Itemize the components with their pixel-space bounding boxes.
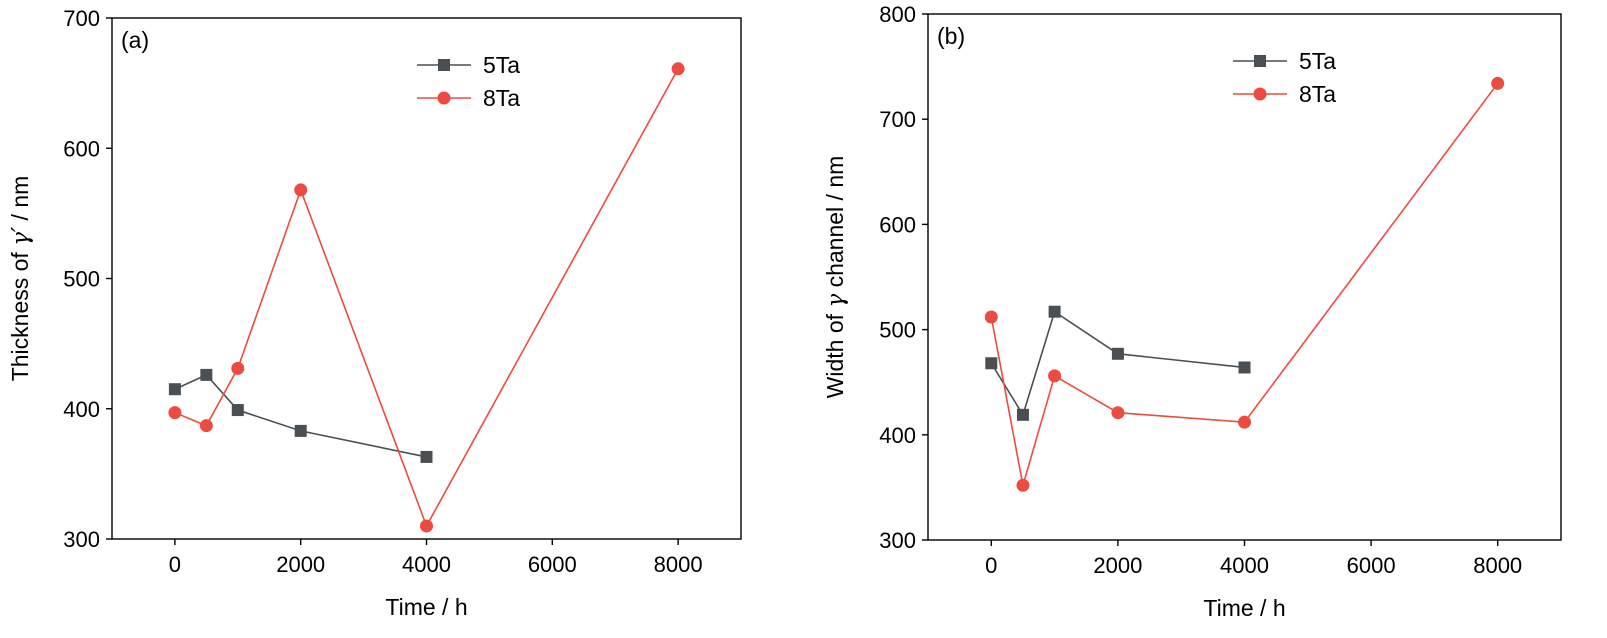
legend-label: 5Ta	[1299, 48, 1336, 74]
gamma-symbol: γ′	[8, 226, 34, 246]
y-tick-label: 600	[63, 136, 100, 161]
panel-label: (b)	[937, 23, 965, 49]
y-axis-label-part: channel / nm	[822, 156, 848, 294]
x-tick-label: 6000	[528, 552, 577, 577]
series-8Ta	[168, 62, 685, 533]
data-point-8Ta	[1111, 406, 1125, 420]
legend-item-5Ta: 5Ta	[1233, 48, 1336, 74]
y-tick-label: 800	[879, 2, 916, 27]
legend-label: 5Ta	[483, 52, 520, 78]
legend-label: 8Ta	[1299, 81, 1336, 107]
plot-frame	[927, 13, 1562, 541]
legend-item-5Ta: 5Ta	[417, 52, 520, 78]
data-point-5Ta	[294, 424, 307, 437]
data-point-5Ta	[985, 357, 998, 370]
x-tick-label: 6000	[1347, 553, 1396, 578]
data-point-8Ta	[294, 183, 308, 197]
data-point-8Ta	[420, 519, 433, 533]
data-point-5Ta	[200, 368, 213, 381]
legend-item-8Ta: 8Ta	[417, 85, 520, 111]
x-tick-label: 0	[169, 552, 181, 577]
x-tick-label: 8000	[1473, 553, 1522, 578]
legend-item-8Ta: 8Ta	[1233, 81, 1336, 107]
series-line-5Ta	[174, 373, 427, 458]
x-axis-label: Time / h	[1203, 595, 1285, 621]
gamma-symbol: γ	[823, 294, 849, 308]
x-axis-label: Time / h	[385, 594, 467, 620]
series-8Ta	[984, 76, 1505, 492]
x-tick-label: 4000	[1220, 553, 1269, 578]
y-tick-label: 500	[879, 318, 916, 343]
legend-marker	[438, 59, 450, 71]
data-point-5Ta	[1048, 305, 1061, 318]
chart-panel-a: 0 2000 4000 6000 8000 300 400 500 600 700 Time / h…	[7, 6, 742, 620]
y-tick-label: 700	[63, 6, 100, 31]
x-tick-label: 8000	[654, 552, 703, 577]
data-point-8Ta	[168, 406, 182, 420]
data-point-5Ta	[231, 404, 244, 417]
data-point-5Ta	[420, 450, 433, 463]
y-tick-label: 300	[879, 528, 916, 553]
y-tick-label: 500	[63, 267, 100, 292]
y-tick-label: 400	[63, 397, 100, 422]
data-point-5Ta	[1111, 347, 1124, 360]
y-axis-label-part: Thickness of	[7, 246, 33, 382]
y-axis-label-part: / nm	[7, 176, 33, 227]
data-point-5Ta	[168, 383, 181, 396]
y-tick-label: 700	[879, 107, 916, 132]
data-point-8Ta	[1016, 478, 1030, 492]
legend-marker	[437, 91, 451, 105]
y-axis-label: Width of γ channel / nm	[822, 156, 849, 399]
data-point-5Ta	[1016, 408, 1029, 421]
legend-label: 8Ta	[483, 85, 520, 111]
legend-marker	[1253, 87, 1267, 101]
series-line-5Ta	[990, 310, 1245, 417]
data-point-8Ta	[1238, 415, 1251, 429]
x-tick-label: 4000	[402, 552, 451, 577]
data-point-8Ta	[1491, 76, 1505, 90]
legend-marker	[1254, 55, 1266, 67]
x-tick-label: 2000	[1093, 553, 1142, 578]
y-axis-label-part: Width of	[822, 308, 848, 399]
data-point-8Ta	[231, 361, 245, 375]
x-tick-label: 0	[985, 553, 997, 578]
data-point-8Ta	[984, 310, 998, 324]
y-tick-label: 600	[879, 212, 916, 237]
y-tick-label: 300	[63, 527, 100, 552]
series-5Ta	[168, 368, 433, 463]
data-point-8Ta	[671, 62, 685, 76]
chart-panel-b: 0 2000 4000 6000 8000 300 400 500 600 700 800 Time …	[822, 2, 1562, 621]
y-tick-label: 400	[879, 423, 916, 448]
panel-label: (a)	[121, 27, 149, 53]
data-point-8Ta	[1048, 369, 1062, 383]
x-tick-label: 2000	[276, 552, 325, 577]
series-line-8Ta	[990, 82, 1499, 486]
y-axis-label: Thickness of γ′ / nm	[7, 176, 34, 382]
data-point-5Ta	[1238, 361, 1251, 374]
series-5Ta	[985, 305, 1251, 421]
data-point-8Ta	[199, 419, 213, 433]
